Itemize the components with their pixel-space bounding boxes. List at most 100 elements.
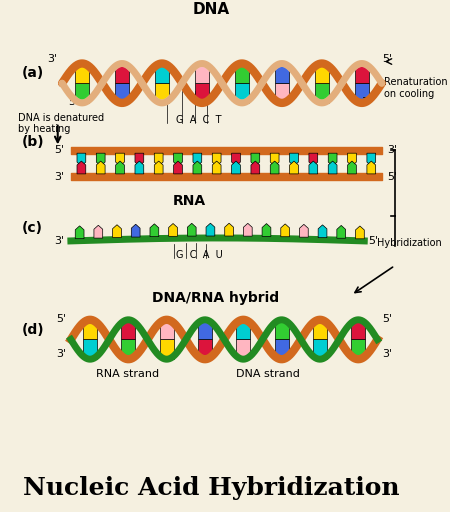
Bar [83,320,97,339]
Polygon shape [309,153,318,166]
Polygon shape [232,161,240,174]
Polygon shape [290,161,298,174]
Polygon shape [116,161,124,174]
Text: 5': 5' [387,172,397,182]
Bar [235,63,249,83]
Text: 5': 5' [382,54,392,63]
Bar [315,63,329,83]
Polygon shape [225,223,234,236]
Text: G  C  A  U: G C A U [176,250,223,260]
Polygon shape [290,153,298,166]
Polygon shape [135,161,144,174]
Polygon shape [94,225,103,238]
Bar [155,63,169,83]
Bar [83,339,97,359]
Text: 3': 3' [382,349,392,359]
Bar [160,339,174,359]
Text: 3': 3' [48,54,58,63]
Text: 3': 3' [54,172,65,182]
Polygon shape [347,161,356,174]
Text: DNA/RNA hybrid: DNA/RNA hybrid [152,291,279,305]
Polygon shape [193,161,202,174]
Polygon shape [174,161,182,174]
Bar [236,320,250,339]
Text: RNA: RNA [172,195,206,208]
Polygon shape [367,161,376,174]
Polygon shape [262,224,271,237]
Bar [236,339,250,359]
Polygon shape [367,153,376,166]
Polygon shape [356,226,364,239]
Bar [115,63,129,83]
Polygon shape [77,161,86,174]
Bar [351,339,365,359]
Polygon shape [154,153,163,166]
Polygon shape [174,153,182,166]
Polygon shape [77,153,86,166]
Bar [315,83,329,103]
Polygon shape [75,226,84,239]
Bar [274,320,288,339]
Text: (c): (c) [22,221,43,235]
Text: RNA strand: RNA strand [96,369,159,379]
Polygon shape [135,153,144,166]
Polygon shape [281,224,289,237]
Bar [75,83,89,103]
Text: (b): (b) [22,135,45,150]
Text: Renaturation
on cooling: Renaturation on cooling [383,77,447,99]
Bar [122,339,135,359]
Bar [355,63,369,83]
Polygon shape [131,224,140,237]
Text: DNA strand: DNA strand [236,369,300,379]
Polygon shape [150,224,159,237]
Text: (d): (d) [22,323,45,336]
Polygon shape [318,225,327,238]
Polygon shape [270,161,279,174]
Bar [313,339,327,359]
Bar [75,63,89,83]
Polygon shape [270,153,279,166]
Text: 5': 5' [54,145,65,155]
Polygon shape [243,223,252,236]
Text: 3': 3' [56,349,67,359]
Polygon shape [251,153,260,166]
Bar [351,320,365,339]
Text: DNA: DNA [193,2,230,17]
Polygon shape [328,153,337,166]
Bar [275,83,289,103]
Polygon shape [96,161,105,174]
Polygon shape [309,161,318,174]
Text: Nucleic Acid Hybridization: Nucleic Acid Hybridization [22,476,399,500]
Polygon shape [212,161,221,174]
Text: Hybridization: Hybridization [378,238,442,248]
Bar [355,83,369,103]
Polygon shape [116,153,124,166]
Polygon shape [187,223,196,236]
Polygon shape [154,161,163,174]
Text: 3': 3' [54,236,65,246]
Bar [275,63,289,83]
Bar [274,339,288,359]
Text: DNA is denatured
by heating: DNA is denatured by heating [18,113,104,134]
Text: (a): (a) [22,67,44,80]
Bar [195,83,209,103]
Text: 5': 5' [68,97,78,107]
Text: 5': 5' [382,314,392,324]
Text: G  A  C  T: G A C T [176,115,221,124]
Polygon shape [96,153,105,166]
Text: 3': 3' [361,97,371,107]
Polygon shape [112,225,122,238]
Polygon shape [299,224,308,237]
Bar [235,83,249,103]
Text: 5': 5' [56,314,67,324]
Bar [115,83,129,103]
Polygon shape [328,161,337,174]
Bar [160,320,174,339]
Text: 3': 3' [387,145,397,155]
Text: 5': 5' [369,236,379,246]
Bar [122,320,135,339]
Polygon shape [193,153,202,166]
Bar [155,83,169,103]
Polygon shape [212,153,221,166]
Polygon shape [347,153,356,166]
